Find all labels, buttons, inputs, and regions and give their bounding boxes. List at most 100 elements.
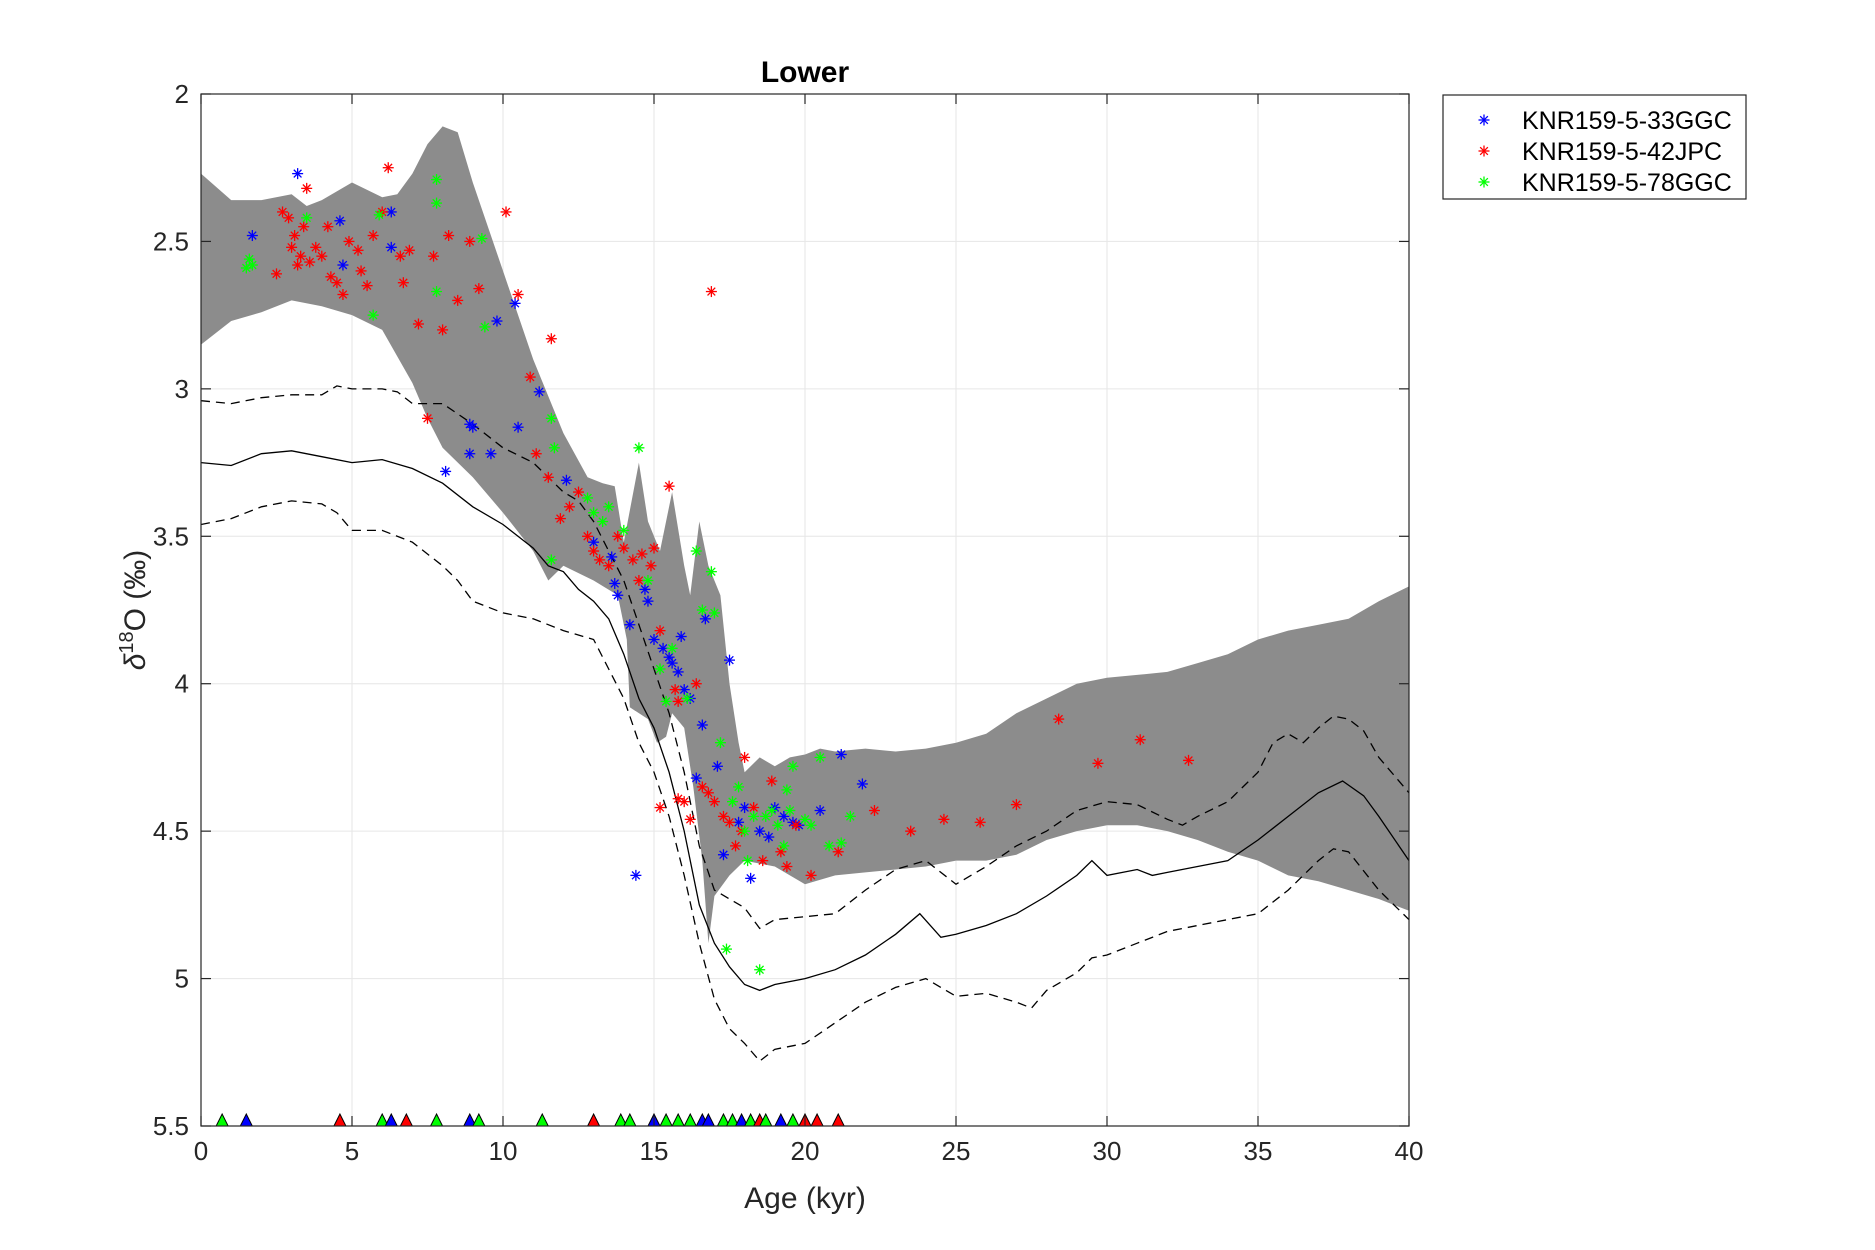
data-point-series-1 [304,256,316,268]
data-point-series-1 [573,486,584,498]
data-point-series-0 [464,448,476,460]
data-point-series-0 [337,259,349,271]
x-tick-label: 15 [640,1136,669,1166]
data-point-series-1 [500,206,512,218]
data-point-series-1 [663,480,675,492]
data-point-series-1 [672,793,684,805]
data-point-series-1 [473,283,485,295]
data-point-series-1 [271,268,282,280]
data-point-series-1 [684,813,696,825]
data-point-series-0 [814,805,826,817]
data-point-series-0 [491,315,503,327]
data-point-series-2 [618,524,630,536]
data-point-series-2 [431,174,443,186]
data-point-series-1 [739,751,751,763]
data-point-series-0 [639,583,651,595]
data-point-series-1 [524,371,536,383]
data-point-series-1 [805,869,817,881]
data-point-series-1 [397,277,409,289]
data-point-series-2 [787,760,799,772]
data-point-series-0 [560,474,572,486]
data-point-series-0 [672,666,684,678]
legend-label: KNR159-5-33GGC [1522,107,1732,135]
data-point-series-0 [246,230,258,242]
x-tick-label: 20 [791,1136,820,1166]
data-point-series-0 [440,465,452,477]
data-point-series-0 [696,719,708,731]
data-point-series-2 [844,810,856,822]
data-point-series-1 [545,333,557,345]
data-point-series-0 [533,386,545,398]
x-axis-label: Age (kyr) [744,1182,866,1215]
data-point-series-2 [603,501,615,513]
data-point-series-2 [748,810,760,822]
data-point-series-2 [476,232,488,244]
data-point-series-2 [301,212,313,224]
data-point-series-1 [702,787,714,799]
data-point-series-1 [612,530,624,542]
data-point-series-0 [485,448,497,460]
data-point-series-2 [545,412,557,424]
legend-label: KNR159-5-42JPC [1522,138,1722,166]
data-point-series-0 [763,831,775,843]
x-tick-label: 25 [942,1136,971,1166]
y-tick-label: 3.5 [153,521,189,551]
data-point-series-1 [708,796,720,808]
data-point-series-1 [690,678,702,690]
data-point-series-0 [624,619,636,631]
data-point-series-1 [412,318,424,330]
y-tick-label: 2.5 [153,226,189,256]
data-point-series-1 [705,286,717,298]
data-point-series-1 [355,265,367,277]
mean-line [201,450,1409,992]
data-point-series-1 [289,230,301,242]
data-point-series-2 [727,796,739,808]
x-tick-label: 40 [1395,1136,1424,1166]
data-point-series-1 [298,221,310,233]
data-point-series-1 [310,241,322,253]
data-point-series-1 [286,241,298,253]
data-point-series-1 [730,840,742,852]
data-point-series-2 [720,943,732,955]
data-point-series-0 [334,215,346,227]
legend-marker-1 [1478,145,1490,157]
data-point-series-2 [742,855,754,867]
data-point-series-0 [754,825,766,837]
data-point-series-1 [352,244,364,256]
data-point-series-2 [739,825,751,837]
data-point-series-1 [654,802,666,814]
data-point-series-1 [512,289,524,301]
data-point-series-2 [835,837,847,849]
data-point-series-1 [331,277,343,289]
data-point-series-0 [385,241,397,253]
data-point-series-1 [669,684,681,696]
x-tick-label: 0 [194,1136,208,1166]
data-point-series-0 [699,613,711,625]
data-point-series-1 [627,554,639,566]
data-point-series-0 [724,654,735,666]
data-point-series-0 [666,657,678,669]
data-point-series-1 [603,560,615,572]
data-point-series-0 [648,633,660,645]
data-point-series-1 [724,816,735,828]
data-point-series-1 [1134,734,1146,746]
data-point-series-2 [760,810,772,822]
data-point-series-1 [781,861,793,873]
data-point-series-2 [781,784,793,796]
dashed-upper-bound [201,385,1409,930]
data-point-series-1 [618,542,630,554]
data-point-series-2 [690,545,702,557]
legend-marker-0 [1478,114,1490,126]
data-point-series-0 [642,595,654,607]
data-point-series-1 [316,250,328,262]
data-point-series-1 [654,625,666,637]
data-point-series-1 [530,448,542,460]
data-points [240,162,1195,976]
data-point-series-2 [367,309,379,321]
data-point-series-1 [832,846,844,858]
data-point-series-1 [301,182,313,194]
data-point-series-2 [597,516,609,528]
data-point-series-1 [757,855,769,867]
data-point-series-2 [733,781,745,793]
data-point-series-2 [705,566,717,578]
